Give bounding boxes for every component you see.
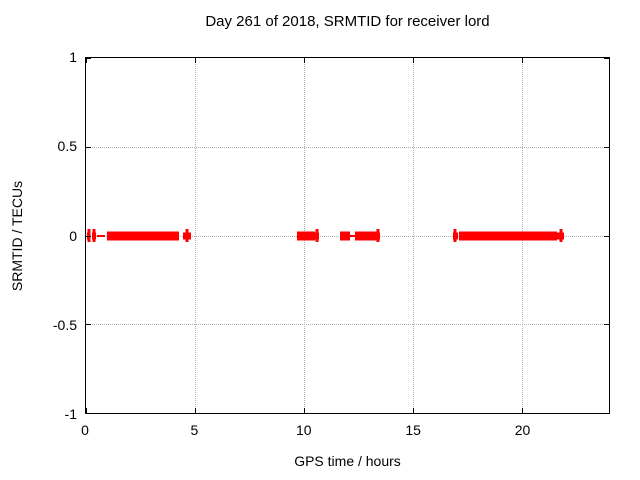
data-segment — [91, 229, 96, 242]
y-gridline — [86, 146, 609, 148]
x-axis-label: GPS time / hours — [294, 453, 401, 469]
x-tick — [303, 58, 305, 63]
y-tick-label: -0.5 — [52, 316, 77, 333]
y-tick-label: -1 — [64, 406, 77, 422]
data-segment — [376, 229, 380, 242]
data-segment — [340, 231, 350, 240]
y-tick-label: 1 — [69, 49, 77, 65]
y-tick — [604, 324, 609, 326]
y-tick — [86, 235, 91, 237]
plus-marker-stem — [92, 229, 96, 242]
x-tick-label: 15 — [405, 422, 421, 438]
x-tick — [303, 408, 305, 413]
plus-marker-stem — [315, 229, 319, 242]
x-tick — [86, 408, 87, 413]
data-segment — [349, 234, 355, 237]
data-segment — [297, 231, 316, 240]
x-tick-label: 10 — [295, 422, 312, 438]
x-tick-label: 20 — [514, 422, 531, 438]
y-tick — [604, 146, 609, 148]
chart-title: Day 261 of 2018, SRMTID for receiver lor… — [205, 13, 490, 30]
y-tick-label: 0.5 — [57, 138, 77, 155]
y-tick — [86, 413, 91, 414]
data-segment — [452, 229, 458, 242]
plus-marker-stem — [559, 229, 563, 242]
y-tick — [86, 58, 91, 59]
data-segment — [106, 231, 179, 240]
x-tick — [521, 408, 523, 413]
y-tick-label: 0 — [69, 227, 77, 244]
data-segment — [182, 229, 191, 242]
x-tick — [194, 408, 196, 413]
y-tick — [604, 235, 609, 237]
x-tick — [412, 408, 414, 413]
plus-marker-stem — [376, 229, 380, 242]
x-tick-label: 5 — [190, 422, 199, 438]
data-segment — [557, 229, 565, 242]
data-segment — [96, 234, 105, 237]
y-tick — [86, 146, 91, 148]
data-segment — [354, 231, 377, 240]
plot-area — [85, 57, 610, 414]
x-tick — [412, 58, 414, 63]
y-gridline — [86, 324, 609, 326]
y-tick — [604, 58, 609, 59]
data-segment — [458, 231, 558, 240]
plus-marker-stem — [185, 229, 189, 242]
x-tick — [86, 58, 87, 63]
plus-marker-stem — [453, 229, 457, 242]
x-tick-label: 0 — [81, 422, 89, 438]
y-tick — [86, 324, 91, 326]
y-tick — [604, 413, 609, 414]
x-tick — [194, 58, 196, 63]
x-tick — [521, 58, 523, 63]
data-segment — [315, 229, 319, 242]
